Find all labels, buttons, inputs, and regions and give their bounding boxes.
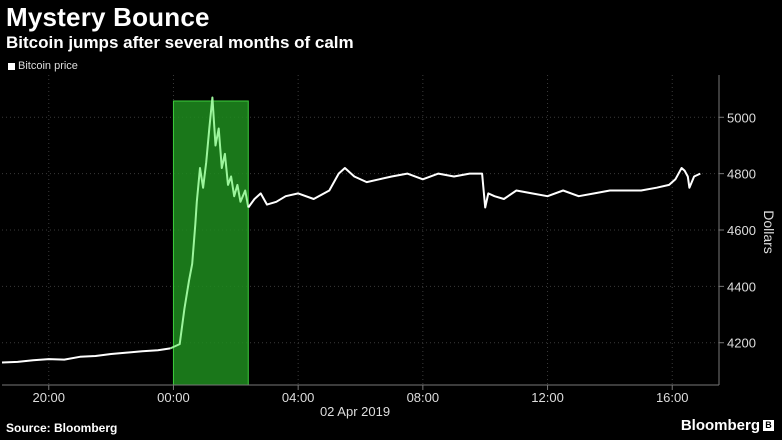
legend-swatch bbox=[8, 62, 15, 70]
y-tick-labels: 4200 4400 4600 4800 5000 bbox=[727, 110, 756, 350]
x-tick-label: 16:00 bbox=[656, 390, 689, 405]
chart-subtitle: Bitcoin jumps after several months of ca… bbox=[6, 33, 354, 52]
price-line-before bbox=[1, 347, 171, 364]
price-line bbox=[1, 96, 701, 364]
x-tick-label: 04:00 bbox=[282, 390, 315, 405]
chart-title: Mystery Bounce bbox=[6, 2, 210, 32]
y-tick-label: 4800 bbox=[727, 167, 756, 182]
price-line-highlighted bbox=[169, 96, 250, 350]
x-tick-label: 00:00 bbox=[157, 390, 190, 405]
y-tick-label: 4200 bbox=[727, 336, 756, 351]
x-axis-label: 02 Apr 2019 bbox=[320, 404, 390, 419]
y-tick-label: 5000 bbox=[727, 110, 756, 125]
y-tick-label: 4400 bbox=[727, 279, 756, 294]
x-tick-label: 20:00 bbox=[32, 390, 65, 405]
legend-label: Bitcoin price bbox=[18, 60, 78, 72]
bloomberg-b-icon: B bbox=[763, 420, 774, 431]
source-note: Source: Bloomberg bbox=[6, 421, 118, 435]
y-tick-label: 4600 bbox=[727, 223, 756, 238]
legend: Bitcoin price bbox=[8, 60, 78, 72]
axis-lines bbox=[2, 75, 724, 390]
x-tick-labels: 20:00 00:00 04:00 08:00 12:00 16:00 bbox=[32, 390, 688, 405]
price-line-after bbox=[247, 167, 701, 209]
plot-area bbox=[2, 75, 719, 385]
brand-logo: Bloomberg bbox=[680, 417, 760, 434]
x-tick-label: 12:00 bbox=[531, 390, 564, 405]
highlight-band bbox=[172, 100, 249, 386]
x-tick-label: 08:00 bbox=[407, 390, 440, 405]
y-axis-label: Dollars bbox=[761, 210, 777, 254]
